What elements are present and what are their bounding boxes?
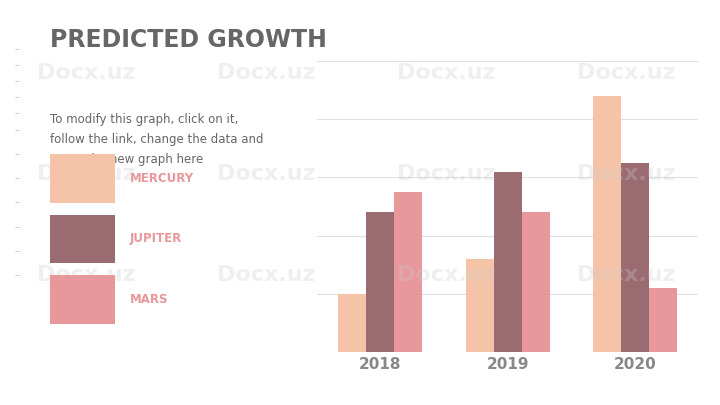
Bar <box>494 172 521 352</box>
Text: –: – <box>14 246 19 256</box>
Bar <box>395 192 423 352</box>
Text: MERCURY: MERCURY <box>130 172 194 185</box>
Text: To modify this graph, click on it,
follow the link, change the data and
paste th: To modify this graph, click on it, follo… <box>50 113 264 166</box>
Text: Docx.uz: Docx.uz <box>397 265 495 286</box>
Text: Docx.uz: Docx.uz <box>577 164 675 184</box>
Text: –: – <box>14 92 19 102</box>
Text: –: – <box>14 198 19 207</box>
Bar <box>521 212 549 352</box>
Bar <box>338 294 366 352</box>
Bar <box>593 96 621 352</box>
Text: Docx.uz: Docx.uz <box>37 63 135 83</box>
Text: –: – <box>14 60 19 70</box>
Text: MARS: MARS <box>130 293 168 306</box>
Text: –: – <box>14 222 19 232</box>
Text: –: – <box>14 125 19 134</box>
Bar <box>366 212 395 352</box>
Text: Docx.uz: Docx.uz <box>37 164 135 184</box>
Text: Docx.uz: Docx.uz <box>217 63 315 83</box>
Text: –: – <box>14 109 19 118</box>
Text: –: – <box>14 44 19 53</box>
Text: Docx.uz: Docx.uz <box>37 265 135 286</box>
Text: –: – <box>14 149 19 159</box>
Text: –: – <box>14 271 19 280</box>
Text: Docx.uz: Docx.uz <box>217 164 315 184</box>
Text: JUPITER: JUPITER <box>130 232 182 245</box>
Text: Docx.uz: Docx.uz <box>397 164 495 184</box>
Text: Docx.uz: Docx.uz <box>577 63 675 83</box>
Text: Docx.uz: Docx.uz <box>577 265 675 286</box>
Text: PREDICTED GROWTH: PREDICTED GROWTH <box>50 28 328 52</box>
Text: –: – <box>14 173 19 183</box>
Bar <box>649 288 677 352</box>
Bar <box>621 163 649 352</box>
Bar <box>466 259 494 352</box>
Text: Docx.uz: Docx.uz <box>397 63 495 83</box>
Text: Docx.uz: Docx.uz <box>217 265 315 286</box>
Text: –: – <box>14 76 19 86</box>
